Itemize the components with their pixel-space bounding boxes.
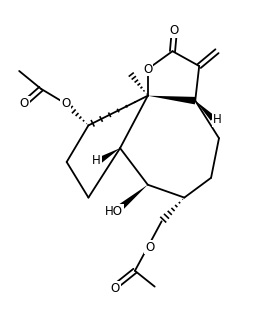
Text: O: O bbox=[143, 62, 152, 76]
Polygon shape bbox=[99, 148, 120, 163]
Polygon shape bbox=[116, 185, 148, 212]
Text: H: H bbox=[213, 113, 221, 126]
Text: O: O bbox=[170, 24, 179, 37]
Text: O: O bbox=[110, 282, 120, 295]
Text: HO: HO bbox=[105, 205, 123, 218]
Text: H: H bbox=[92, 155, 101, 167]
Text: O: O bbox=[61, 97, 70, 110]
Polygon shape bbox=[195, 101, 215, 121]
Text: O: O bbox=[145, 241, 154, 253]
Polygon shape bbox=[148, 96, 196, 104]
Text: O: O bbox=[20, 97, 29, 110]
